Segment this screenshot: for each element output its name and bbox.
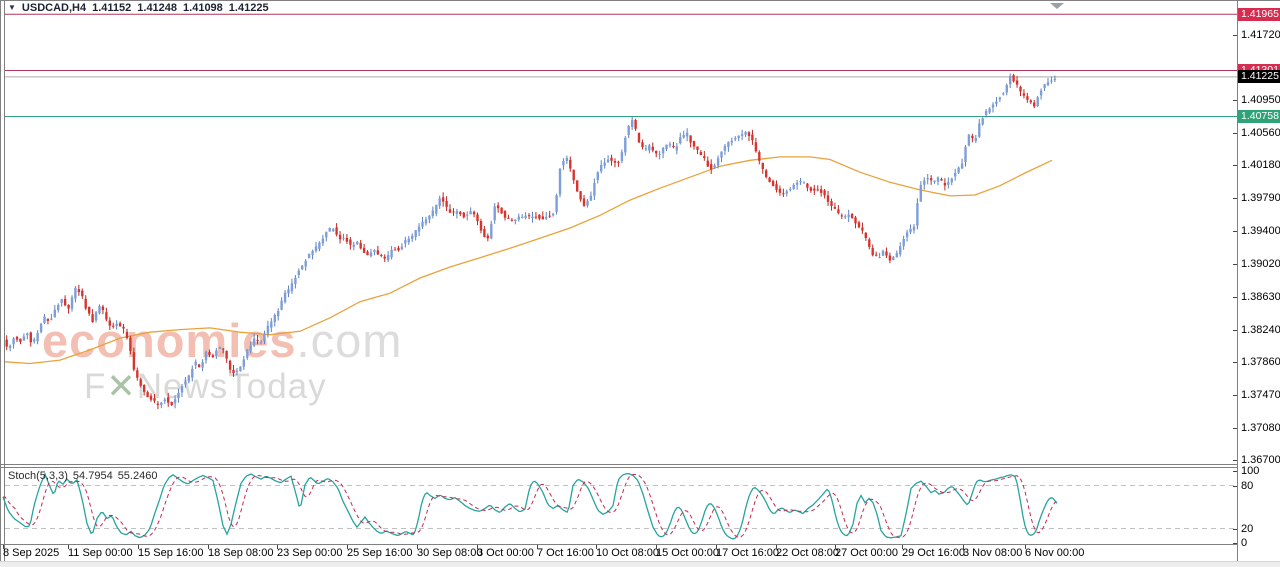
- price-tick-label: 1.39020: [1241, 257, 1280, 270]
- stoch-scale-label: 80: [1241, 479, 1254, 492]
- time-tick-label: 8 Sep 2025: [3, 547, 60, 559]
- stoch-scale-label: 0: [1241, 536, 1248, 549]
- time-tick-mark: [68, 545, 69, 549]
- time-tick-mark: [596, 545, 597, 549]
- price-tick-mark: [1233, 263, 1237, 265]
- price-tick-label: 1.37080: [1241, 421, 1280, 434]
- price-tick-label: 1.37470: [1241, 388, 1280, 401]
- stochastic-signal-value: 55.2460: [117, 470, 158, 482]
- time-tick-mark: [835, 545, 836, 549]
- time-tick-label: 30 Sep 08:00: [417, 547, 483, 559]
- price-tick-mark: [1233, 460, 1237, 461]
- ohlc-open: 1.41152: [92, 2, 132, 14]
- time-tick-label: 27 Oct 00:00: [835, 547, 898, 559]
- panel-splitter-bottom[interactable]: [0, 467, 1237, 468]
- price-tick-mark: [1233, 296, 1237, 298]
- price-tick-mark: [1233, 394, 1237, 396]
- price-tick-label: 1.40180: [1241, 159, 1280, 172]
- price-level-badge-support: 1.40758: [1238, 109, 1280, 123]
- stoch-signal-line: [3, 473, 1058, 538]
- chart-left-border: [4, 0, 5, 561]
- price-tick-mark: [1233, 231, 1237, 233]
- time-tick-label: 22 Oct 08:00: [776, 547, 839, 559]
- time-tick-mark: [208, 545, 209, 549]
- time-tick-mark: [347, 545, 348, 549]
- time-tick-mark: [716, 545, 717, 549]
- bottom-scrollbar-strip[interactable]: [0, 561, 1280, 567]
- price-tick-label: 1.39790: [1241, 192, 1280, 205]
- time-tick-label: 7 Oct 16:00: [537, 547, 594, 559]
- stoch-main-line: [2, 472, 1058, 540]
- last-bar-marker-icon: [1050, 3, 1064, 9]
- time-tick-mark: [277, 545, 278, 549]
- time-tick-label: 18 Sep 08:00: [208, 547, 274, 559]
- time-tick-label: 15 Sep 16:00: [138, 547, 204, 559]
- time-tick-label: 29 Oct 16:00: [902, 547, 965, 559]
- price-tick-mark: [1233, 35, 1237, 36]
- price-level-badge-resistance: 1.41965: [1238, 7, 1280, 21]
- stochastic-label-row: Stoch(5,3,3) 54.7954 55.2460: [8, 470, 162, 482]
- time-tick-label: 15 Oct 00:00: [656, 547, 719, 559]
- price-tick-mark: [1233, 165, 1237, 167]
- moving-average-line: [4, 156, 1053, 365]
- window-left-edge: [0, 0, 1, 561]
- stoch-tick-mark: [1233, 471, 1237, 473]
- stoch-panel-bottom-border: [0, 544, 1237, 545]
- symbol-dropdown-arrow-icon[interactable]: ▼: [8, 3, 16, 12]
- stoch-scale-label: 20: [1241, 522, 1254, 535]
- price-level-badge-current: 1.41225: [1238, 70, 1280, 84]
- price-tick-label: 1.37860: [1241, 355, 1280, 368]
- price-tick-mark: [1233, 198, 1237, 200]
- price-tick-mark: [1233, 329, 1237, 331]
- stoch-scale-label: 100: [1241, 465, 1260, 478]
- price-tick-mark: [1233, 427, 1237, 429]
- time-tick-mark: [537, 545, 538, 549]
- price-tick-label: 1.41720: [1241, 29, 1280, 41]
- time-tick-label: 23 Sep 00:00: [277, 547, 343, 559]
- price-tick-label: 1.38630: [1241, 290, 1280, 303]
- time-tick-mark: [417, 545, 418, 549]
- symbol-period-label: USDCAD,H4: [21, 2, 87, 14]
- time-tick-mark: [963, 545, 964, 549]
- time-tick-label: 17 Oct 16:00: [716, 547, 779, 559]
- stochastic-name: Stoch(5,3,3): [8, 470, 68, 482]
- ohlc-low: 1.41098: [183, 2, 223, 14]
- time-tick-label: 10 Oct 08:00: [596, 547, 659, 559]
- time-tick-mark: [3, 545, 4, 549]
- time-tick-mark: [656, 545, 657, 549]
- chart-title: ▼ USDCAD,H4 1.41152 1.41248 1.41098 1.41225: [8, 2, 269, 14]
- ohlc-close: 1.41225: [228, 2, 269, 14]
- time-tick-label: 6 Nov 00:00: [1025, 547, 1085, 559]
- price-tick-label: 1.36700: [1241, 454, 1280, 466]
- candles: [5, 73, 1057, 410]
- time-tick-label: 25 Sep 16:00: [347, 547, 413, 559]
- stoch-tick-mark: [1233, 528, 1237, 530]
- price-tick-label: 1.40950: [1241, 94, 1280, 107]
- time-tick-mark: [902, 545, 903, 549]
- stochastic-main-value: 54.7954: [72, 470, 113, 482]
- time-tick-mark: [776, 545, 777, 549]
- time-tick-label: 3 Nov 08:00: [963, 547, 1023, 559]
- time-tick-mark: [1025, 545, 1026, 549]
- price-tick-label: 1.38240: [1241, 323, 1280, 336]
- time-tick-mark: [138, 545, 139, 549]
- price-axis-border: [1237, 0, 1238, 561]
- price-tick-mark: [1233, 100, 1237, 102]
- window-top-edge: [0, 0, 1280, 1]
- stoch-tick-mark: [1233, 485, 1237, 487]
- price-tick-mark: [1233, 361, 1237, 363]
- price-tick-mark: [1233, 133, 1237, 135]
- ohlc-high: 1.41248: [137, 2, 178, 14]
- time-tick-mark: [477, 545, 478, 549]
- price-tick-label: 1.39400: [1241, 225, 1280, 238]
- panel-splitter-top[interactable]: [0, 464, 1237, 465]
- time-tick-label: 11 Sep 00:00: [68, 547, 133, 559]
- time-tick-label: 3 Oct 00:00: [477, 547, 534, 559]
- stoch-tick-mark: [1233, 542, 1237, 544]
- price-tick-label: 1.40560: [1241, 127, 1280, 140]
